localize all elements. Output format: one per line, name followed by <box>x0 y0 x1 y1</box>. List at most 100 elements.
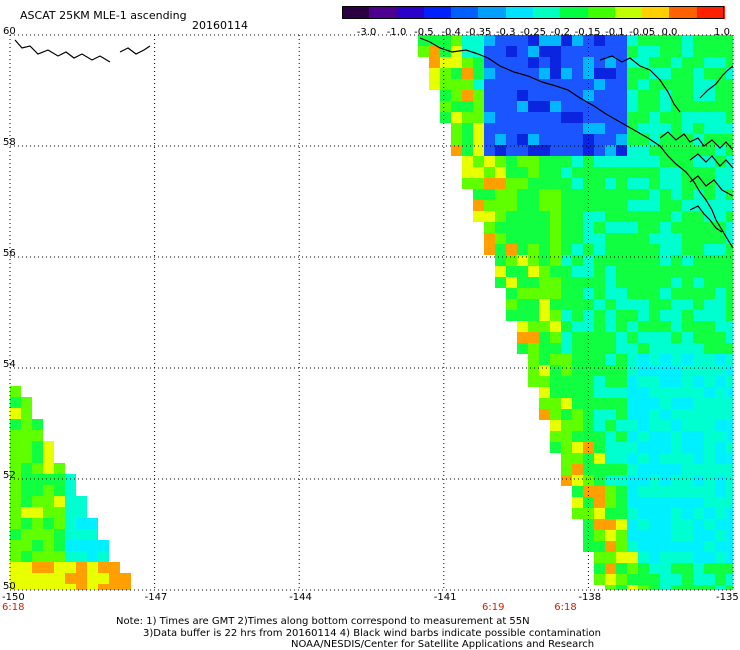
wind-cell <box>594 101 605 112</box>
wind-cell <box>726 365 733 376</box>
wind-cell <box>693 46 704 57</box>
wind-cell <box>605 255 616 266</box>
wind-cell <box>693 332 704 343</box>
wind-cell <box>583 332 594 343</box>
wind-cell <box>660 79 671 90</box>
wind-cell <box>605 409 616 420</box>
wind-cell <box>616 244 627 255</box>
wind-cell <box>528 112 539 123</box>
wind-cell <box>682 299 693 310</box>
wind-cell <box>43 562 54 573</box>
wind-cell <box>572 343 583 354</box>
wind-cell <box>539 266 550 277</box>
wind-cell <box>605 46 616 57</box>
wind-cell <box>638 46 649 57</box>
wind-cell <box>616 277 627 288</box>
wind-cell <box>43 474 54 485</box>
colorbar-frame <box>342 6 724 19</box>
wind-cell <box>671 332 682 343</box>
wind-cell <box>550 211 561 222</box>
wind-cell <box>726 255 733 266</box>
wind-cell <box>627 266 638 277</box>
wind-cell <box>594 266 605 277</box>
wind-cell <box>682 552 693 563</box>
wind-cell <box>649 431 660 442</box>
wind-cell <box>572 365 583 376</box>
wind-cell <box>682 178 693 189</box>
wind-cell <box>726 486 733 497</box>
wind-cell <box>693 585 704 590</box>
wind-cell <box>517 277 528 288</box>
wind-cell <box>473 200 484 211</box>
wind-cell <box>506 288 517 299</box>
wind-cell <box>704 244 715 255</box>
wind-cell <box>517 321 528 332</box>
wind-cell <box>506 222 517 233</box>
wind-cell <box>98 540 109 551</box>
wind-cell <box>473 134 484 145</box>
wind-cell <box>583 156 594 167</box>
wind-cell <box>704 112 715 123</box>
wind-cell <box>462 167 473 178</box>
wind-cell <box>517 35 528 46</box>
wind-cell <box>671 585 682 590</box>
wind-cell <box>583 464 594 475</box>
wind-cell <box>605 486 616 497</box>
wind-cell <box>616 57 627 68</box>
wind-cell <box>484 123 495 134</box>
wind-cell <box>76 551 87 562</box>
wind-cell <box>671 563 682 574</box>
wind-cell <box>726 530 733 541</box>
wind-cell <box>572 244 583 255</box>
wind-cell <box>704 156 715 167</box>
wind-cell <box>462 123 473 134</box>
wind-cell <box>561 222 572 233</box>
wind-cell <box>671 398 682 409</box>
wind-cell <box>550 123 561 134</box>
wind-cell <box>10 507 21 518</box>
wind-cell <box>715 475 726 486</box>
wind-cell <box>10 452 21 463</box>
wind-cell <box>561 464 572 475</box>
wind-cell <box>671 123 682 134</box>
wind-cell <box>440 79 451 90</box>
wind-cell <box>605 398 616 409</box>
wind-cell <box>561 46 572 57</box>
wind-cell <box>605 574 616 585</box>
wind-cell <box>583 519 594 530</box>
latitude-label: 52 <box>3 470 16 481</box>
wind-cell <box>594 574 605 585</box>
wind-cell <box>682 365 693 376</box>
colorbar-label: -3.0 <box>356 27 377 38</box>
wind-cell <box>693 486 704 497</box>
coastline-west <box>14 39 111 63</box>
wind-cell <box>583 497 594 508</box>
wind-cell <box>638 321 649 332</box>
wind-cell <box>462 57 473 68</box>
wind-cell <box>616 200 627 211</box>
wind-cell <box>693 145 704 156</box>
wind-cell <box>76 584 87 590</box>
wind-cell <box>473 189 484 200</box>
wind-cell <box>506 299 517 310</box>
wind-cell <box>517 266 528 277</box>
colorbar-segment <box>451 6 480 19</box>
wind-cell <box>572 398 583 409</box>
wind-cell <box>506 310 517 321</box>
wind-cell <box>704 563 715 574</box>
wind-cell <box>528 156 539 167</box>
wind-cell <box>528 123 539 134</box>
wind-cell <box>649 134 660 145</box>
wind-cell <box>528 299 539 310</box>
wind-cell <box>506 90 517 101</box>
wind-cell <box>561 233 572 244</box>
wind-cell <box>627 46 638 57</box>
wind-cell <box>21 496 32 507</box>
wind-cell <box>671 530 682 541</box>
wind-cell <box>605 343 616 354</box>
wind-cell <box>649 90 660 101</box>
wind-cell <box>583 508 594 519</box>
wind-cell <box>660 299 671 310</box>
wind-cell <box>65 507 76 518</box>
wind-cell <box>605 266 616 277</box>
